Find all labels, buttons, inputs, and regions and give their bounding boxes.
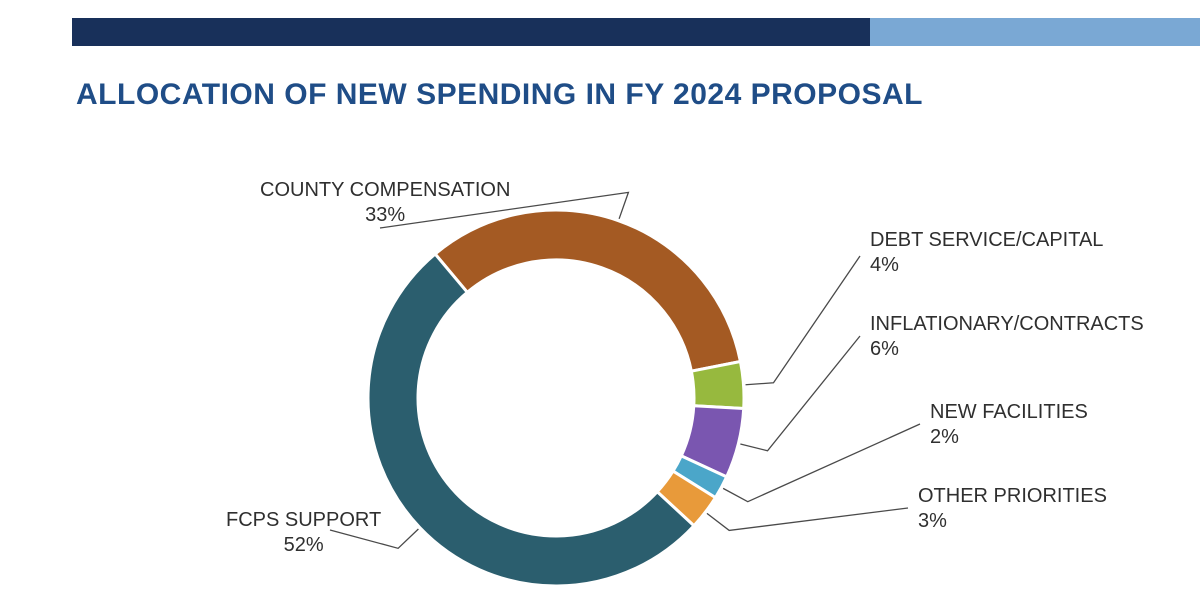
label-inflationary: INFLATIONARY/CONTRACTS6% bbox=[870, 312, 1144, 362]
label-text-other_priorities: OTHER PRIORITIES bbox=[918, 485, 1107, 507]
label-fcps_support: FCPS SUPPORT52% bbox=[226, 508, 381, 558]
label-text-fcps_support: FCPS SUPPORT bbox=[226, 509, 381, 531]
label-county_compensation: COUNTY COMPENSATION33% bbox=[260, 178, 510, 228]
donut-chart: COUNTY COMPENSATION33% DEBT SERVICE/CAPIT… bbox=[0, 0, 1200, 611]
label-text-new_facilities: NEW FACILITIES bbox=[930, 401, 1088, 423]
leader-inflationary bbox=[740, 336, 860, 451]
page: ALLOCATION OF NEW SPENDING IN FY 2024 PR… bbox=[0, 0, 1200, 611]
label-other_priorities: OTHER PRIORITIES3% bbox=[918, 484, 1107, 534]
leader-debt_service bbox=[746, 256, 860, 385]
slice-fcps_support bbox=[368, 254, 694, 586]
label-pct-fcps_support: 52% bbox=[226, 533, 381, 558]
label-text-debt_service: DEBT SERVICE/CAPITAL bbox=[870, 229, 1103, 251]
label-pct-debt_service: 4% bbox=[870, 253, 1103, 278]
leader-new_facilities bbox=[723, 424, 920, 502]
label-text-inflationary: INFLATIONARY/CONTRACTS bbox=[870, 313, 1144, 335]
label-pct-new_facilities: 2% bbox=[930, 425, 1088, 450]
leader-other_priorities bbox=[707, 508, 908, 530]
slice-county_compensation bbox=[435, 210, 740, 371]
label-text-county_compensation: COUNTY COMPENSATION bbox=[260, 179, 510, 201]
label-new_facilities: NEW FACILITIES2% bbox=[930, 400, 1088, 450]
label-pct-other_priorities: 3% bbox=[918, 509, 1107, 534]
label-pct-inflationary: 6% bbox=[870, 337, 1144, 362]
label-debt_service: DEBT SERVICE/CAPITAL4% bbox=[870, 228, 1103, 278]
slice-debt_service bbox=[691, 361, 744, 408]
label-pct-county_compensation: 33% bbox=[260, 203, 510, 228]
